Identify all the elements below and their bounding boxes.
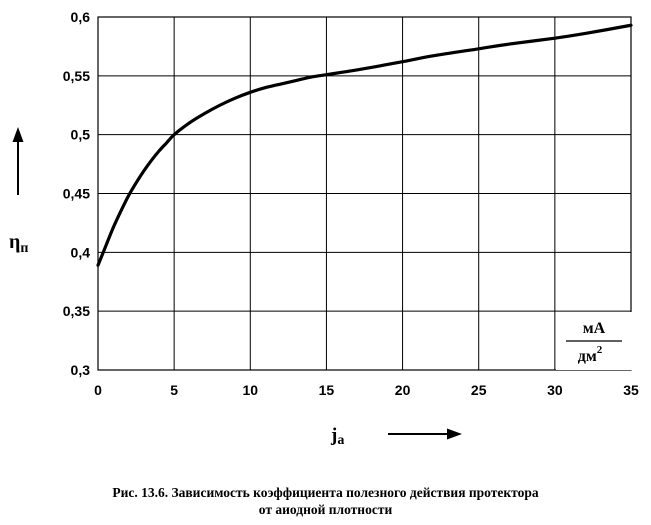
chart-figure: 0,30,350,40,450,50,550,6 0 5 10 15 20 25 30 35 …: [9, 9, 639, 448]
x-tick-label: 0: [94, 382, 102, 398]
y-tick-label: 0,45: [63, 186, 90, 202]
units-denominator: дм: [578, 348, 597, 365]
figure-caption-line-2: от аиодной плотности: [258, 502, 393, 517]
x-tick-label: 25: [471, 382, 487, 398]
x-tick-label: 35: [623, 382, 639, 398]
y-label-sub: п: [20, 241, 28, 256]
svg-text:jа: jа: [330, 425, 344, 448]
svg-text:ηп: ηп: [9, 231, 28, 256]
y-tick-label: 0,4: [71, 244, 91, 260]
y-tick-label: 0,6: [71, 9, 91, 25]
figure-caption-line-1: Рис. 13.6. Зависимость коэффициента поле…: [112, 485, 539, 500]
y-tick-label: 0,35: [63, 303, 90, 319]
y-axis-label: ηп: [9, 127, 28, 256]
x-tick-label: 5: [170, 382, 178, 398]
x-axis-label: jа: [330, 425, 462, 448]
y-tick-label: 0,3: [71, 362, 91, 378]
y-tick-label: 0,55: [63, 68, 90, 84]
y-tick-labels: 0,3 0,35 0,4 0,45 0,5 0,55 0,6: [63, 9, 90, 378]
x-tick-label: 30: [547, 382, 563, 398]
x-tick-label: 10: [242, 382, 258, 398]
y-arrow-head: [12, 127, 24, 142]
x-tick-label: 15: [319, 382, 335, 398]
y-tick-label: 0,5: [71, 127, 91, 143]
x-label-sub: а: [337, 433, 344, 448]
x-tick-labels: 0 5 10 15 20 25 30 35: [94, 382, 639, 398]
units-annotation: мА дм2: [556, 312, 632, 370]
svg-text:дм2: дм2: [578, 344, 603, 365]
x-arrow-head: [447, 428, 462, 440]
plot-frame: [97, 16, 632, 371]
units-power: 2: [597, 344, 603, 356]
series-line: [96, 23, 633, 267]
y-label-main: η: [9, 231, 20, 253]
x-tick-label: 20: [395, 382, 411, 398]
units-numerator: мА: [583, 320, 606, 337]
x-label-main: j: [330, 425, 337, 446]
